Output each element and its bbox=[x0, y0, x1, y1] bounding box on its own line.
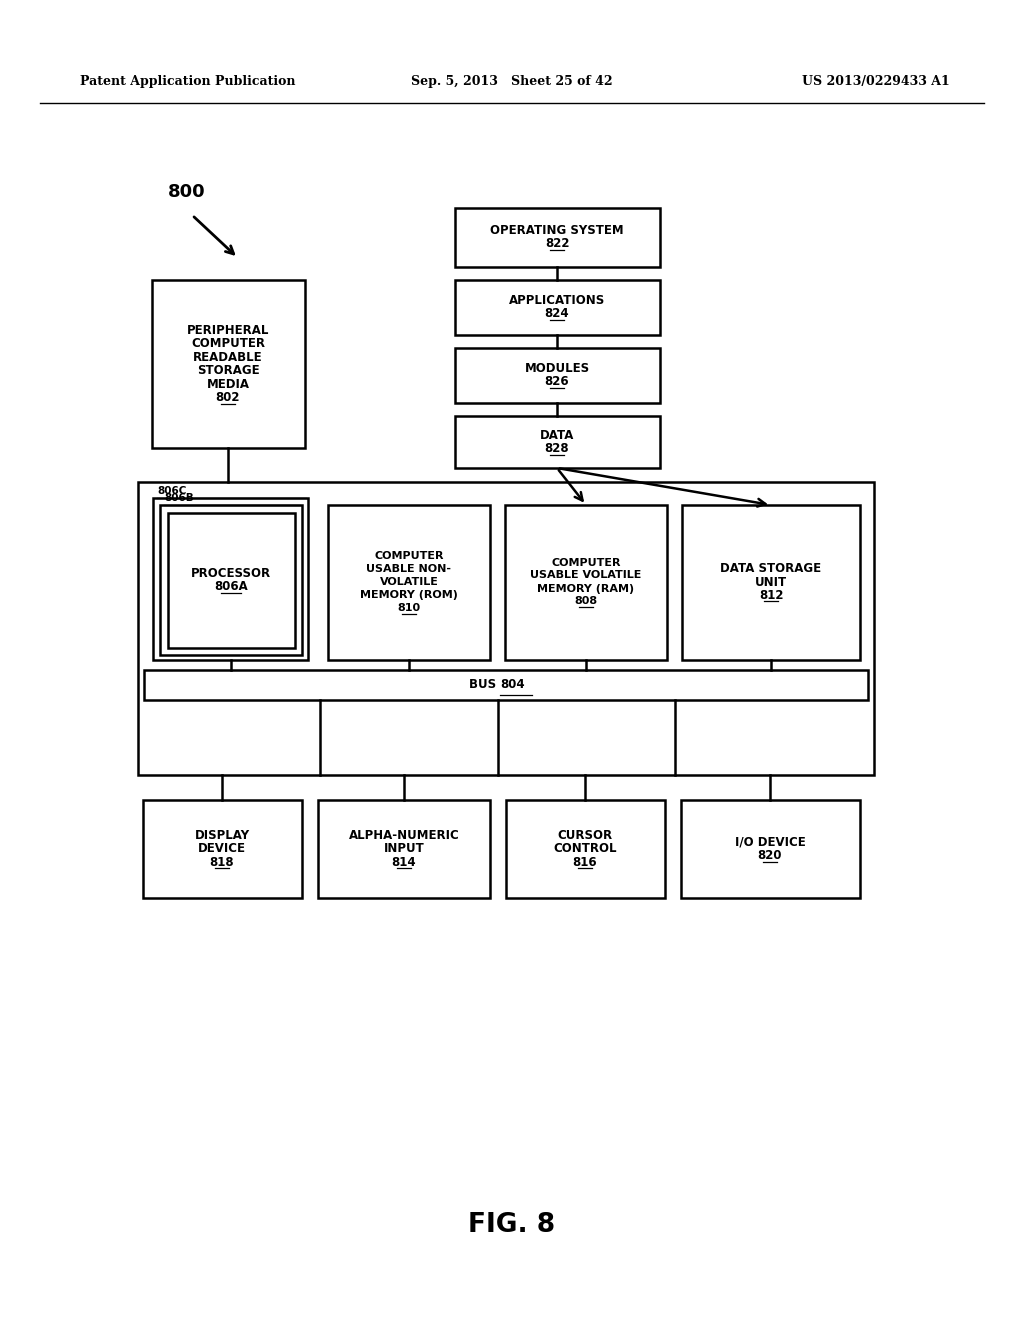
Text: 802: 802 bbox=[216, 391, 241, 404]
Text: I/O DEVICE: I/O DEVICE bbox=[734, 836, 805, 849]
Text: COMPUTER: COMPUTER bbox=[551, 557, 621, 568]
Bar bbox=[328, 506, 490, 660]
Text: APPLICATIONS: APPLICATIONS bbox=[509, 294, 605, 308]
Text: MEMORY (RAM): MEMORY (RAM) bbox=[538, 583, 635, 594]
Text: 816: 816 bbox=[572, 855, 597, 869]
Text: READABLE: READABLE bbox=[194, 351, 263, 364]
Bar bbox=[152, 280, 305, 447]
Text: 806A: 806A bbox=[214, 579, 248, 593]
Bar bbox=[153, 498, 308, 660]
Text: FIG. 8: FIG. 8 bbox=[468, 1212, 556, 1238]
Text: COMPUTER: COMPUTER bbox=[191, 337, 265, 350]
Bar bbox=[144, 671, 868, 700]
Text: BUS: BUS bbox=[469, 678, 500, 692]
Text: 800: 800 bbox=[168, 183, 206, 201]
Text: 818: 818 bbox=[210, 855, 234, 869]
Text: 814: 814 bbox=[392, 855, 417, 869]
Bar bbox=[138, 482, 874, 775]
Bar bbox=[168, 513, 295, 648]
Bar bbox=[143, 800, 302, 898]
Text: MEDIA: MEDIA bbox=[207, 378, 250, 391]
Bar bbox=[681, 800, 860, 898]
Text: 808: 808 bbox=[574, 597, 598, 606]
Bar bbox=[506, 800, 665, 898]
Text: 810: 810 bbox=[397, 603, 421, 612]
Bar bbox=[318, 800, 490, 898]
Text: MEMORY (ROM): MEMORY (ROM) bbox=[360, 590, 458, 601]
Text: USABLE NON-: USABLE NON- bbox=[367, 564, 452, 574]
Text: DISPLAY: DISPLAY bbox=[195, 829, 250, 842]
Text: VOLATILE: VOLATILE bbox=[380, 577, 438, 587]
Bar bbox=[455, 416, 660, 469]
Text: 826: 826 bbox=[545, 375, 569, 388]
Text: UNIT: UNIT bbox=[755, 576, 787, 589]
Text: ALPHA-NUMERIC: ALPHA-NUMERIC bbox=[348, 829, 460, 842]
Text: DATA: DATA bbox=[540, 429, 574, 442]
Text: 806C: 806C bbox=[157, 486, 186, 496]
Text: PERIPHERAL: PERIPHERAL bbox=[186, 323, 269, 337]
Text: 822: 822 bbox=[545, 238, 569, 249]
Text: DEVICE: DEVICE bbox=[198, 842, 246, 855]
Text: Sep. 5, 2013   Sheet 25 of 42: Sep. 5, 2013 Sheet 25 of 42 bbox=[412, 75, 612, 88]
Text: 828: 828 bbox=[545, 442, 569, 455]
Text: US 2013/0229433 A1: US 2013/0229433 A1 bbox=[802, 75, 950, 88]
Text: INPUT: INPUT bbox=[384, 842, 424, 855]
Bar bbox=[455, 209, 660, 267]
Text: DATA STORAGE: DATA STORAGE bbox=[721, 562, 821, 576]
Text: Patent Application Publication: Patent Application Publication bbox=[80, 75, 296, 88]
Text: STORAGE: STORAGE bbox=[197, 364, 259, 378]
Text: 806B: 806B bbox=[164, 492, 194, 503]
Text: CURSOR: CURSOR bbox=[557, 829, 612, 842]
Bar bbox=[455, 280, 660, 335]
Bar bbox=[455, 348, 660, 403]
Text: 812: 812 bbox=[759, 589, 783, 602]
Text: OPERATING SYSTEM: OPERATING SYSTEM bbox=[490, 224, 624, 236]
Text: PROCESSOR: PROCESSOR bbox=[190, 566, 271, 579]
Bar bbox=[160, 506, 302, 655]
Text: MODULES: MODULES bbox=[524, 362, 590, 375]
Text: 820: 820 bbox=[758, 849, 782, 862]
Text: USABLE VOLATILE: USABLE VOLATILE bbox=[530, 570, 642, 581]
Bar bbox=[505, 506, 667, 660]
Text: 804: 804 bbox=[500, 678, 524, 692]
Text: CONTROL: CONTROL bbox=[553, 842, 616, 855]
Bar bbox=[682, 506, 860, 660]
Text: COMPUTER: COMPUTER bbox=[374, 550, 443, 561]
Text: 824: 824 bbox=[545, 308, 569, 319]
